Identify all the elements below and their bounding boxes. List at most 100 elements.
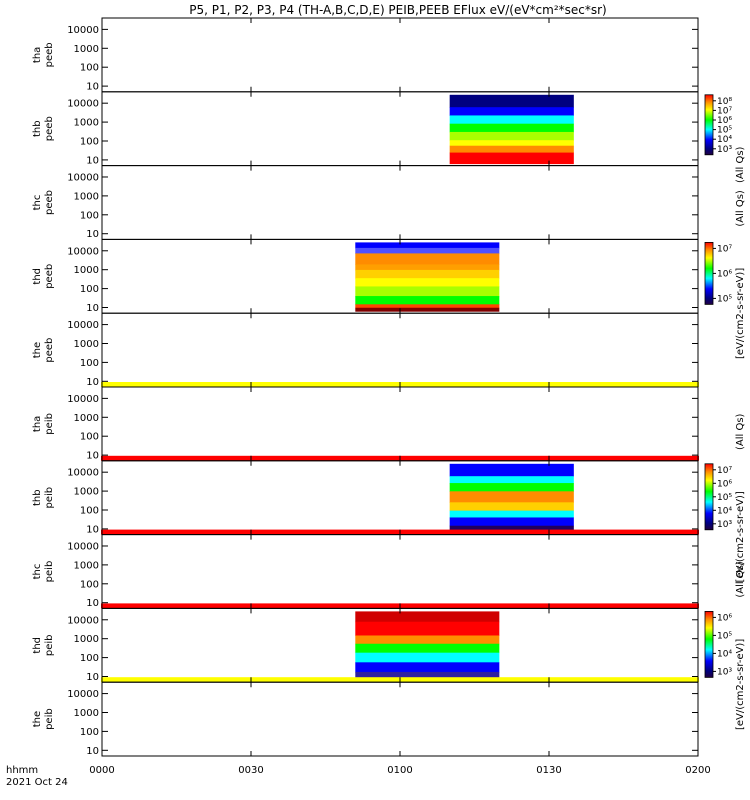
colorbar-tick-label: 10⁴ [717, 506, 732, 516]
colorbar-tick-label: 10³ [717, 145, 732, 155]
energy-band [449, 517, 574, 527]
panel-species-label: peib [44, 413, 55, 435]
y-tick-label: 1000 [74, 339, 99, 350]
colorbar-tick-label: 10⁷ [717, 244, 732, 254]
energy-band [355, 286, 500, 297]
panel-label: the peib [32, 708, 55, 730]
panel-thc-peib: 10 100 1000 10000 thc peib [32, 534, 699, 609]
panel-frame [101, 91, 699, 167]
y-tick-label: 10 [86, 229, 99, 240]
colorbar-label-text: (All Qs) [735, 146, 746, 183]
y-tick-label: 10 [86, 451, 99, 462]
panel-probe-label: the [32, 342, 43, 358]
y-tick-label: 1000 [74, 560, 99, 571]
energy-band [355, 242, 500, 249]
panel-tha-peeb: 10 100 1000 10000 tha peeb [32, 17, 699, 93]
energy-band [355, 643, 500, 654]
panel-frame [101, 534, 699, 609]
panel-thb-peeb: 10 100 1000 10000 thb peeb [32, 91, 699, 167]
y-tick-label: 10000 [67, 394, 99, 405]
y-tick-label: 100 [80, 506, 99, 517]
y-tick-label: 10000 [67, 246, 99, 257]
x-tick-label: 0000 [89, 765, 114, 776]
colorbar-label-text: [eV/(cm2-s-sr-eV)] [735, 268, 746, 359]
panel-probe-label: thb [32, 489, 43, 506]
panel-label: the peeb [32, 338, 55, 363]
colorbar-tick-label: 10⁶ [717, 479, 732, 489]
y-tick-label: 100 [80, 727, 99, 738]
y-tick-label: 10000 [67, 172, 99, 183]
x-axis-label-hhmm: hhmm [6, 765, 38, 776]
energy-band [449, 510, 574, 518]
y-tick-label: 100 [80, 653, 99, 664]
y-tick-label: 100 [80, 210, 99, 221]
x-tick-label: 0030 [238, 765, 263, 776]
panel-probe-label: tha [32, 416, 43, 432]
panel-probe-label: the [32, 711, 43, 727]
colorbar: 10⁷ 10⁶ 10⁵ [eV/(cm2-s-sr-eV)] (All Qs) [704, 190, 746, 359]
panel-probe-label: thd [32, 268, 43, 285]
colorbar-tick-label: 10³ [717, 667, 732, 677]
panel-label: thb peeb [32, 116, 55, 141]
y-tick-label: 1000 [74, 708, 99, 719]
energy-band [449, 123, 574, 133]
energy-band [449, 115, 574, 125]
panel-label: tha peib [32, 413, 55, 435]
energy-band [449, 152, 574, 165]
panel-the-peeb: 10 100 1000 10000 the peeb [32, 312, 699, 388]
colorbar-label: [eV/(cm2-s-sr-eV)] (All Qs) [735, 561, 746, 730]
energy-band [355, 296, 500, 305]
y-tick-label: 10 [86, 746, 99, 757]
colorbar-tick-label: 10⁵ [717, 294, 732, 304]
chart-title: P5, P1, P2, P3, P4 (TH-A,B,C,D,E) PEIB,P… [189, 3, 606, 17]
colorbar-tick-label: 10⁴ [717, 135, 732, 145]
colorbar-label: (All Qs) [735, 146, 746, 183]
y-tick-label: 10000 [67, 320, 99, 331]
panel-probe-label: tha [32, 47, 43, 63]
energy-band [355, 253, 500, 265]
panel-probe-label: thd [32, 637, 43, 654]
y-tick-label: 10 [86, 598, 99, 609]
colorbar: 10⁷ 10⁶ 10⁵ 10⁴ 10³ [eV/(cm2-s-sr-eV)] (All Qs… [704, 413, 746, 582]
y-tick-label: 100 [80, 63, 99, 74]
colorbar-tick-label: 10⁵ [717, 126, 732, 136]
panel-frame [101, 386, 699, 462]
colorbar-label: [eV/(cm2-s-sr-eV)] (All Qs) [735, 413, 746, 582]
panel-tha-peib: 10 100 1000 10000 tha peib [32, 386, 699, 462]
panel-label: tha peeb [32, 42, 55, 67]
y-tick-label: 10000 [67, 689, 99, 700]
panel-species-label: peib [44, 487, 55, 509]
colorbar-tick-label: 10⁷ [717, 106, 732, 116]
x-tick-label: 0130 [536, 765, 561, 776]
energy-band [449, 476, 574, 484]
panel-species-label: peeb [44, 338, 55, 363]
panel-frame [101, 17, 699, 93]
panel-label: thb peib [32, 487, 55, 509]
colorbar-tick-label: 10⁴ [717, 649, 732, 659]
panel-label: thd peeb [32, 264, 55, 289]
panel-probe-label: thb [32, 120, 43, 137]
y-tick-label: 10 [86, 82, 99, 93]
y-tick-label: 10000 [67, 541, 99, 552]
energy-band [355, 264, 500, 271]
panel-probe-label: thc [32, 195, 43, 211]
panel-species-label: peeb [44, 42, 55, 67]
panel-frame [101, 681, 699, 757]
energy-band [449, 140, 574, 147]
panel-frame [101, 165, 699, 240]
energy-band [355, 307, 500, 312]
energy-band [355, 652, 500, 663]
panel-species-label: peeb [44, 116, 55, 141]
energy-band [355, 304, 500, 309]
y-tick-label: 10 [86, 672, 99, 683]
panel-species-label: peeb [44, 190, 55, 215]
energy-band [449, 491, 574, 503]
colorbar-scale [704, 611, 714, 678]
y-tick-label: 1000 [74, 413, 99, 424]
y-tick-label: 10 [86, 524, 99, 535]
panel-label: thd peib [32, 634, 55, 656]
colorbar-tick-label: 10⁵ [717, 631, 732, 641]
colorbar-tick-label: 10⁶ [717, 116, 732, 126]
energy-band [355, 278, 500, 287]
